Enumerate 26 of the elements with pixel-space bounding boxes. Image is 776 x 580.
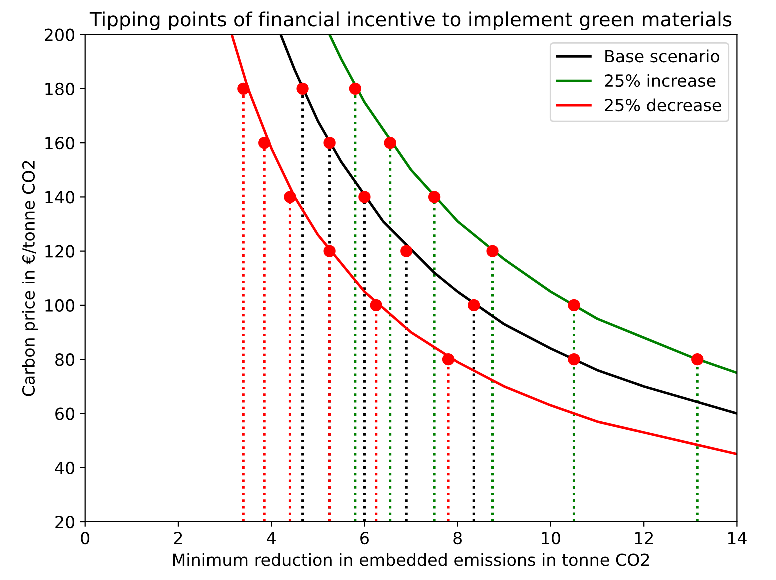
x-tick-label: 6 — [360, 532, 369, 545]
y-tick-label: 40 — [55, 462, 75, 474]
x-tick-label: 10 — [542, 532, 560, 545]
legend-label: 25% decrease — [605, 98, 722, 112]
x-tick-label: 2 — [174, 532, 182, 544]
line-series — [230, 34, 738, 456]
y-tick-label: 80 — [56, 354, 75, 366]
y-axis-title: Carbon price in €/tonne CO2 — [22, 161, 38, 396]
x-axis-title: Minimum reduction in embedded emissions in tonne CO2 — [173, 553, 650, 566]
y-tick-label: 20 — [56, 516, 75, 529]
line-series — [328, 34, 738, 374]
y-tick-label: 180 — [46, 82, 75, 96]
y-tick-label: 160 — [46, 137, 75, 150]
x-tick-label: 12 — [635, 532, 654, 544]
y-tick-label: 120 — [46, 245, 75, 258]
y-tick-label: 100 — [46, 299, 75, 312]
legend-label: 25% increase — [605, 74, 716, 88]
legend-label: Base scenario — [606, 50, 720, 63]
x-tick-label: 4 — [267, 532, 276, 544]
y-tick-label: 140 — [46, 191, 75, 204]
y-tick-label: 200 — [45, 28, 75, 42]
chart-title: Tipping points of financial incentive to implement green materials — [90, 12, 732, 31]
x-tick-label: 8 — [454, 532, 462, 545]
x-tick-label: 14 — [728, 532, 747, 544]
x-tick-label: 0 — [81, 532, 90, 545]
y-tick-label: 60 — [56, 408, 75, 420]
